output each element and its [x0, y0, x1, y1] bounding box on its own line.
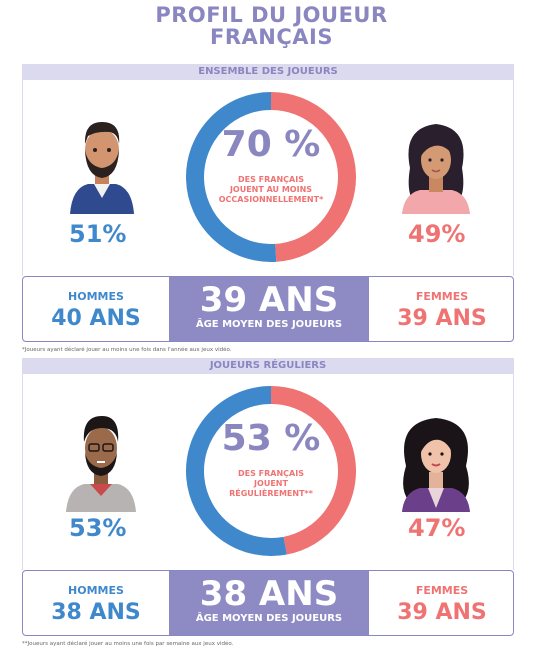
average-age: 38 ANS: [199, 574, 339, 614]
section-frame: [22, 80, 514, 276]
woman-curly-avatar-icon: [402, 418, 470, 512]
donut-center: 70 % DES FRANÇAIS JOUENT AU MOINS OCCASI…: [204, 124, 338, 205]
section-header: ENSEMBLE DES JOUEURS: [22, 64, 514, 80]
women-percent: 49%: [408, 220, 466, 248]
men-age: 40 ANS: [51, 306, 141, 331]
donut-subtitle-2: JOUENT AU MOINS: [229, 185, 313, 194]
woman-avatar-icon: [402, 124, 470, 214]
men-percent: 53%: [69, 514, 127, 542]
women-label: FEMMES: [415, 584, 469, 597]
donut-slice-men: [186, 386, 287, 556]
footnote: **Joueurs ayant déclaré jouer au moins u…: [22, 641, 234, 647]
donut-slice-women: [270, 386, 356, 555]
women-age: 39 ANS: [397, 600, 487, 625]
average-age-panel: 38 ANS ÂGE MOYEN DES JOUEURS: [169, 571, 369, 635]
stats-box: HOMMES 38 ANS 38 ANS ÂGE MOYEN DES JOUEU…: [22, 570, 514, 636]
section-header: JOUEURS RÉGULIERS: [22, 358, 514, 374]
women-age: 39 ANS: [397, 306, 487, 331]
footnote: *Joueurs ayant déclaré jouer au moins un…: [22, 347, 232, 353]
donut-chart: [186, 92, 356, 262]
men-label: HOMMES: [68, 290, 124, 303]
donut-chart: [186, 386, 356, 556]
donut-subtitle-2: JOUENT: [254, 479, 288, 488]
average-age-label: ÂGE MOYEN DES JOUEURS: [195, 319, 343, 330]
men-percent: 51%: [69, 220, 127, 248]
section-frame: [22, 374, 514, 570]
donut-subtitle-1: DES FRANÇAIS: [238, 469, 304, 478]
donut-slice-men: [186, 92, 277, 262]
donut-center: 53 % DES FRANÇAIS JOUENT RÉGULIÈREMENT**: [204, 418, 338, 499]
men-age: 38 ANS: [51, 600, 141, 625]
title-line-1: PROFIL DU JOUEUR: [155, 3, 388, 27]
donut-percent: 70 %: [221, 124, 321, 165]
donut-subtitle-1: DES FRANÇAIS: [238, 175, 304, 184]
section-regular-players: JOUEURS RÉGULIERS 53% 53 % DES FRANÇAIS …: [22, 358, 514, 640]
donut-subtitle-3: OCCASIONNELLEMENT*: [218, 195, 324, 204]
donut-slice-women: [270, 92, 356, 262]
average-age-label: ÂGE MOYEN DES JOUEURS: [195, 613, 343, 624]
man-avatar-icon: [70, 122, 134, 214]
women-label: FEMMES: [415, 290, 469, 303]
man-glasses-avatar-icon: [66, 416, 136, 512]
women-percent: 47%: [408, 514, 466, 542]
donut-subtitle-3: RÉGULIÈREMENT**: [229, 489, 313, 498]
title-line-2: FRANÇAIS: [210, 25, 333, 49]
average-age: 39 ANS: [199, 280, 339, 320]
men-label: HOMMES: [68, 584, 124, 597]
donut-percent: 53 %: [221, 418, 321, 459]
stats-box: HOMMES 40 ANS 39 ANS ÂGE MOYEN DES JOUEU…: [22, 276, 514, 342]
page-title: PROFIL DU JOUEUR FRANÇAIS: [0, 4, 543, 48]
average-age-panel: 39 ANS ÂGE MOYEN DES JOUEURS: [169, 277, 369, 341]
section-all-players: ENSEMBLE DES JOUEURS 51% 70 % DES FRANÇA…: [22, 64, 514, 356]
